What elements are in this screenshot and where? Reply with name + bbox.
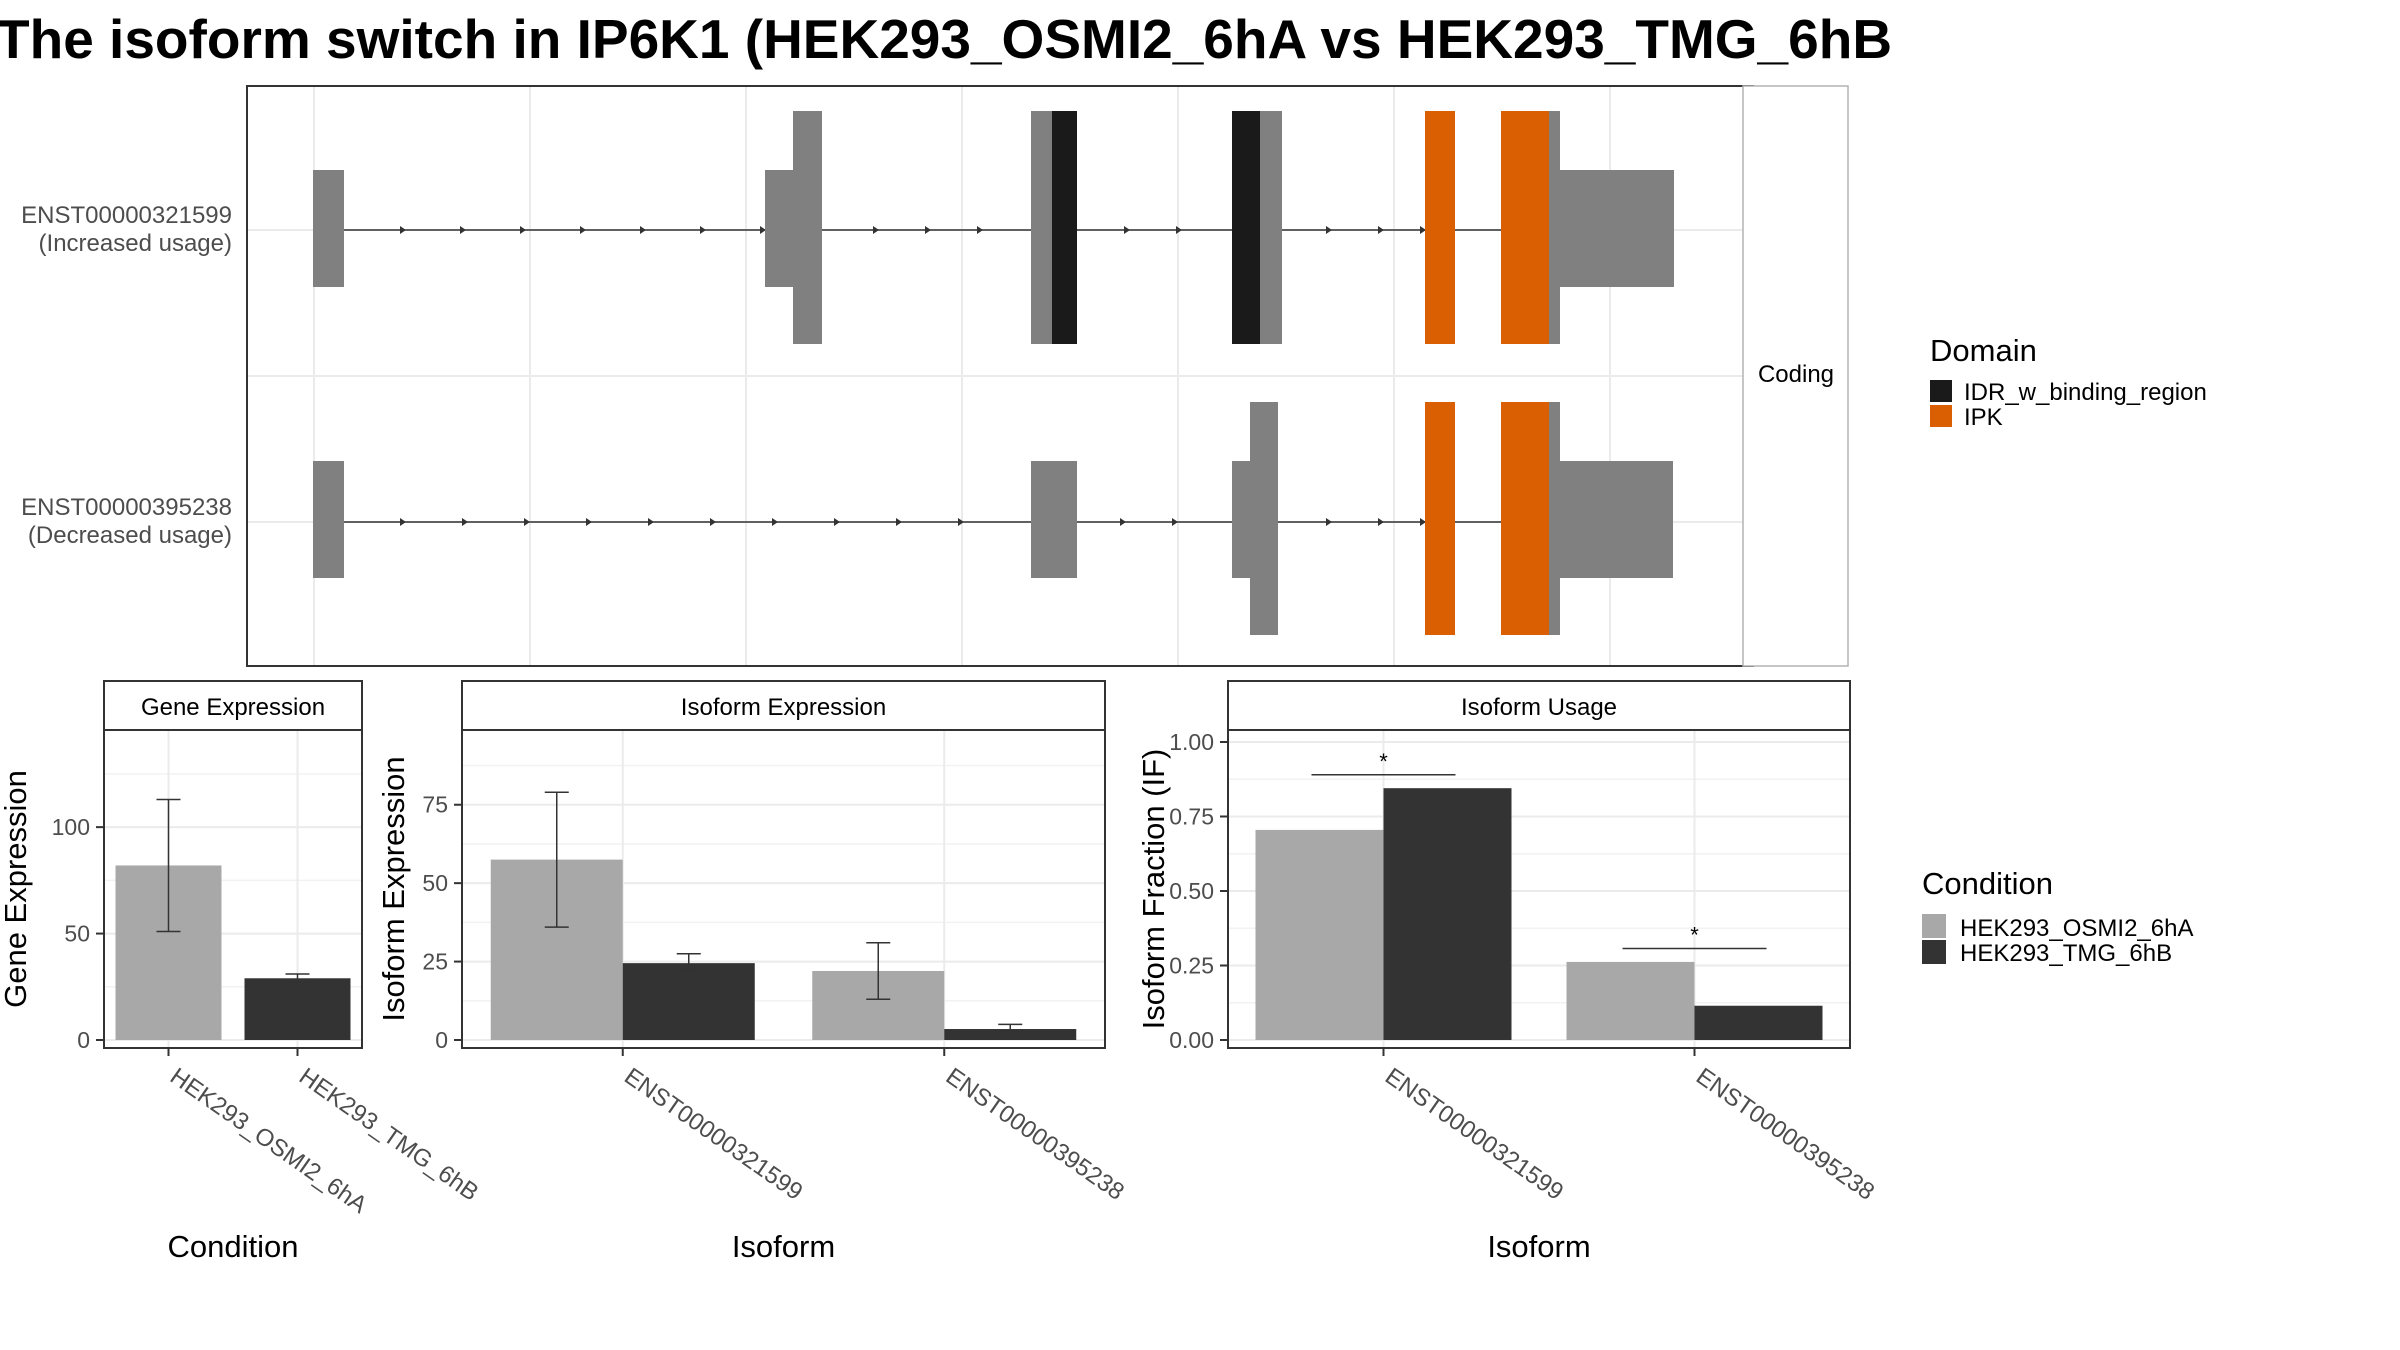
- y-tick-label: 75: [422, 792, 448, 818]
- y-tick-label: 100: [52, 814, 90, 840]
- transcript-label-2: ENST00000395238: [21, 494, 232, 521]
- domain-legend-label-ipk: IPK: [1964, 404, 2003, 431]
- domain-ipk: [1425, 402, 1455, 635]
- exons-2: [313, 402, 1673, 635]
- significance-star: *: [1690, 923, 1699, 948]
- structure-facet-label: Coding: [1758, 361, 1834, 388]
- exon-cds: [1260, 111, 1282, 344]
- domain-legend-swatch-idr: [1930, 380, 1952, 402]
- domain-ipk: [1501, 111, 1549, 344]
- significance-star: *: [1379, 749, 1388, 774]
- condition-legend-label-a: HEK293_OSMI2_6hA: [1960, 915, 2193, 942]
- y-tick-label: 0.00: [1169, 1027, 1214, 1053]
- bar: [1255, 829, 1384, 1040]
- exon-utr: [313, 461, 344, 578]
- panel-strip-label: Isoform Usage: [1461, 694, 1617, 721]
- domain-idr: [1052, 111, 1077, 344]
- transcript-label-1: ENST00000321599: [21, 202, 232, 229]
- domain-legend: Domain IDR_w_binding_region IPK: [1930, 333, 2207, 431]
- y-axis-title: Isoform Fraction (IF): [1136, 749, 1171, 1030]
- panel-strip-label: Gene Expression: [141, 694, 325, 721]
- condition-legend: Condition HEK293_OSMI2_6hA HEK293_TMG_6h…: [1922, 866, 2193, 967]
- x-axis-title: Isoform: [732, 1229, 835, 1264]
- x-axis-title: Condition: [168, 1229, 299, 1264]
- y-tick-label: 0: [435, 1027, 448, 1053]
- y-tick-label: 0.75: [1169, 804, 1214, 830]
- condition-legend-title: Condition: [1922, 866, 2053, 901]
- intron-arrows-2: [400, 518, 1426, 526]
- panel-border: [461, 729, 1106, 1049]
- condition-legend-label-b: HEK293_TMG_6hB: [1960, 940, 2172, 967]
- domain-legend-swatch-ipk: [1930, 405, 1952, 427]
- bar: [622, 963, 755, 1040]
- transcript-structure-panel: Coding ENST00000321599 (Increased usage)…: [21, 85, 1849, 667]
- exon-utr: [313, 170, 344, 287]
- domain-idr: [1232, 111, 1260, 344]
- panel-strip: [103, 680, 363, 731]
- isoform-usage-panel: Isoform Usage 0.00 0.25 0.50 0.75 1.00 * * ENST0…: [1136, 680, 1879, 1264]
- y-tick-label: 50: [422, 870, 448, 896]
- domain-legend-label-idr: IDR_w_binding_region: [1964, 379, 2207, 406]
- bar: [1566, 961, 1695, 1040]
- y-axis-title: Isoform Expression: [376, 756, 411, 1021]
- bar: [1694, 1005, 1823, 1040]
- isoform-expression-panel: Isoform Expression 0 25 50 75 ENST00000321599…: [376, 680, 1129, 1264]
- y-tick-label: 25: [422, 949, 448, 975]
- exon-cds: [1250, 402, 1278, 635]
- intron-arrows-1: [400, 226, 1426, 234]
- exons-1: [313, 111, 1674, 344]
- condition-legend-swatch-a: [1922, 914, 1946, 938]
- transcript-sublabel-2: (Decreased usage): [28, 522, 232, 549]
- y-tick-label: 50: [64, 921, 90, 947]
- condition-legend-swatch-b: [1922, 940, 1946, 964]
- panel-border: [1227, 729, 1851, 1049]
- exon-utr: [1560, 170, 1674, 287]
- y-tick-label: 0.25: [1169, 953, 1214, 979]
- domain-legend-title: Domain: [1930, 333, 2037, 368]
- domain-ipk: [1425, 111, 1455, 344]
- transcript-track-1: [313, 111, 1674, 344]
- figure-title: The isoform switch in IP6K1 (HEK293_OSMI…: [0, 8, 1892, 70]
- y-tick-label: 0.50: [1169, 878, 1214, 904]
- exon-cds: [1031, 461, 1077, 578]
- x-tick-label: ENST00000395238: [941, 1063, 1129, 1206]
- exon-utr: [1560, 461, 1673, 578]
- exon-cds: [793, 111, 822, 344]
- panel-border: [103, 729, 363, 1049]
- domain-ipk: [1501, 402, 1549, 635]
- y-tick-label: 0: [77, 1027, 90, 1053]
- exon-utr: [765, 170, 793, 287]
- exon-cds: [1232, 461, 1250, 578]
- bar: [244, 978, 351, 1040]
- x-axis-title: Isoform: [1487, 1229, 1590, 1264]
- transcript-track-2: [313, 402, 1673, 635]
- y-axis-title: Gene Expression: [0, 770, 33, 1008]
- panel-strip-label: Isoform Expression: [681, 694, 886, 721]
- exon-cds: [1031, 111, 1052, 344]
- panel-strip: [461, 680, 1106, 731]
- x-tick-label: ENST00000321599: [619, 1063, 807, 1206]
- bar: [944, 1029, 1077, 1040]
- y-tick-label: 1.00: [1169, 729, 1214, 755]
- exon-cds: [1549, 402, 1560, 635]
- x-tick-label: ENST00000395238: [1691, 1063, 1879, 1206]
- exon-cds: [1549, 111, 1560, 344]
- bar: [1383, 788, 1512, 1040]
- transcript-sublabel-1: (Increased usage): [39, 230, 232, 257]
- x-tick-label: ENST00000321599: [1380, 1063, 1568, 1206]
